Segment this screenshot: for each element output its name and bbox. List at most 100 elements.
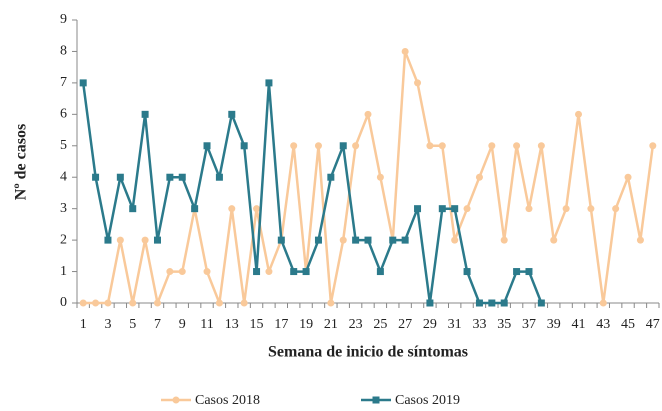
x-tick-label: 9 bbox=[179, 317, 186, 332]
data-point bbox=[414, 205, 422, 213]
data-point bbox=[141, 236, 149, 244]
data-point bbox=[463, 205, 471, 213]
data-point bbox=[426, 299, 434, 307]
data-point bbox=[129, 299, 137, 307]
data-point bbox=[364, 236, 372, 244]
x-tick-label: 13 bbox=[225, 317, 239, 332]
data-point bbox=[302, 268, 310, 276]
data-point bbox=[587, 205, 595, 213]
data-point bbox=[290, 268, 298, 276]
data-point bbox=[513, 268, 521, 276]
x-tick-label: 41 bbox=[572, 317, 586, 332]
data-point bbox=[116, 173, 124, 181]
x-tick-label: 1 bbox=[80, 317, 87, 332]
data-point bbox=[166, 173, 174, 181]
data-point bbox=[475, 173, 483, 181]
data-point bbox=[451, 236, 459, 244]
data-point bbox=[191, 205, 199, 213]
x-tick-label: 31 bbox=[448, 317, 462, 332]
data-point bbox=[488, 299, 496, 307]
data-point bbox=[104, 236, 112, 244]
data-point bbox=[612, 205, 620, 213]
data-point bbox=[575, 110, 583, 118]
y-tick-label: 9 bbox=[60, 12, 67, 27]
data-point bbox=[116, 236, 124, 244]
y-tick-label: 5 bbox=[60, 138, 67, 153]
y-tick-label: 3 bbox=[60, 201, 67, 216]
data-point bbox=[203, 142, 211, 150]
x-tick-label: 33 bbox=[472, 317, 486, 332]
data-point bbox=[364, 110, 372, 118]
data-point bbox=[562, 205, 570, 213]
y-tick-label: 8 bbox=[60, 44, 67, 59]
legend-marker bbox=[172, 396, 180, 404]
y-tick-label: 7 bbox=[60, 75, 67, 90]
data-point bbox=[352, 236, 360, 244]
data-point bbox=[253, 268, 261, 276]
data-point bbox=[265, 268, 273, 276]
data-point bbox=[265, 79, 273, 87]
data-point bbox=[500, 236, 508, 244]
data-point bbox=[352, 142, 360, 150]
data-point bbox=[153, 299, 161, 307]
x-tick-label: 25 bbox=[373, 317, 387, 332]
data-point bbox=[401, 47, 409, 55]
legend-label: Casos 2019 bbox=[395, 393, 460, 408]
data-point bbox=[401, 236, 409, 244]
data-point bbox=[253, 205, 261, 213]
x-tick-label: 37 bbox=[522, 317, 536, 332]
x-tick-label: 39 bbox=[547, 317, 561, 332]
x-tick-label: 35 bbox=[497, 317, 511, 332]
y-axis-title: Nº de casos bbox=[13, 124, 30, 200]
data-point bbox=[513, 142, 521, 150]
y-tick-label: 1 bbox=[60, 264, 67, 279]
data-point bbox=[215, 299, 223, 307]
data-point bbox=[475, 299, 483, 307]
data-point bbox=[92, 173, 100, 181]
x-tick-label: 23 bbox=[349, 317, 363, 332]
y-tick-label: 2 bbox=[60, 232, 67, 247]
legend-label: Casos 2018 bbox=[195, 393, 260, 408]
data-point bbox=[537, 299, 545, 307]
data-point bbox=[240, 299, 248, 307]
data-point bbox=[599, 299, 607, 307]
data-point bbox=[376, 268, 384, 276]
data-point bbox=[463, 268, 471, 276]
x-tick-label: 47 bbox=[646, 317, 660, 332]
x-tick-label: 3 bbox=[104, 317, 111, 332]
x-tick-label: 19 bbox=[299, 317, 313, 332]
data-point bbox=[414, 79, 422, 87]
x-tick-label: 45 bbox=[621, 317, 635, 332]
data-point bbox=[314, 236, 322, 244]
data-point bbox=[92, 299, 100, 307]
data-point bbox=[438, 142, 446, 150]
data-point bbox=[79, 79, 87, 87]
x-tick-label: 43 bbox=[596, 317, 610, 332]
data-point bbox=[550, 236, 558, 244]
data-point bbox=[339, 236, 347, 244]
data-point bbox=[79, 299, 87, 307]
y-tick-label: 4 bbox=[60, 169, 67, 184]
data-point bbox=[215, 173, 223, 181]
x-tick-label: 21 bbox=[324, 317, 338, 332]
x-tick-label: 27 bbox=[398, 317, 412, 332]
data-point bbox=[376, 173, 384, 181]
data-point bbox=[277, 236, 285, 244]
data-point bbox=[389, 236, 397, 244]
data-point bbox=[178, 173, 186, 181]
data-point bbox=[129, 205, 137, 213]
x-tick-label: 7 bbox=[154, 317, 161, 332]
data-point bbox=[290, 142, 298, 150]
series-line bbox=[81, 81, 543, 305]
data-point bbox=[228, 205, 236, 213]
data-point bbox=[327, 299, 335, 307]
data-point bbox=[426, 142, 434, 150]
data-point bbox=[500, 299, 508, 307]
data-point bbox=[314, 142, 322, 150]
data-point bbox=[451, 205, 459, 213]
data-point bbox=[166, 268, 174, 276]
data-point bbox=[228, 110, 236, 118]
data-point bbox=[525, 205, 533, 213]
data-point bbox=[104, 299, 112, 307]
data-point bbox=[327, 173, 335, 181]
